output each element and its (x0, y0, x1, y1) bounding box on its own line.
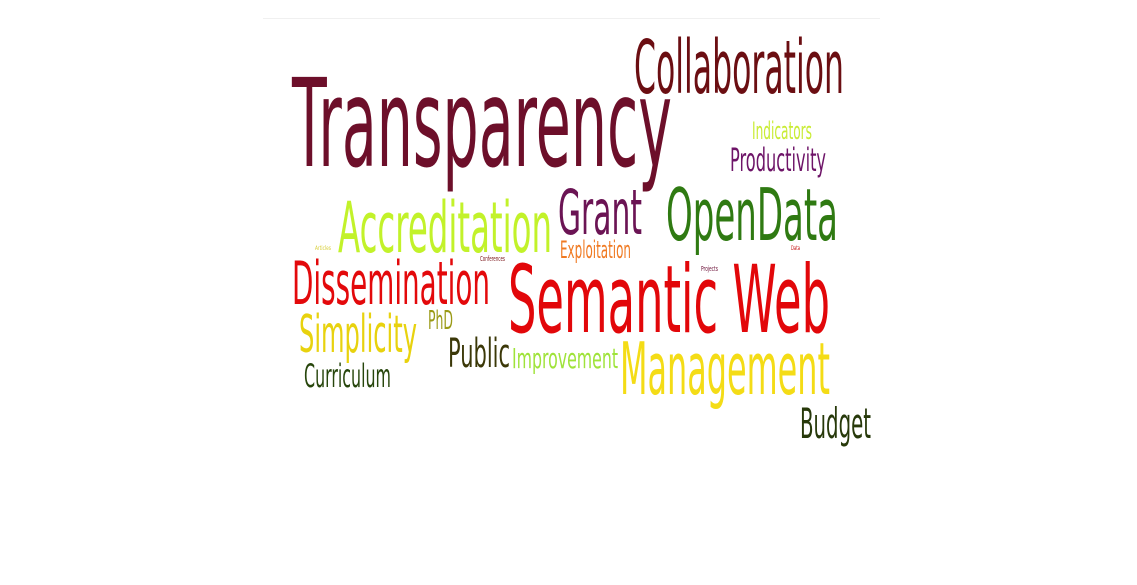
top-divider (263, 18, 880, 19)
cloud-word-phd: PhD (428, 306, 453, 336)
cloud-word-projects: Projects (701, 265, 718, 273)
cloud-word-budget: Budget (800, 399, 871, 448)
cloud-word-transparency: Transparency (292, 53, 672, 195)
cloud-word-accreditation: Accreditation (338, 187, 552, 269)
cloud-word-indicators: Indicators (752, 117, 812, 145)
cloud-word-curriculum: Curriculum (304, 357, 391, 395)
cloud-word-collaboration: Collaboration (634, 25, 844, 111)
cloud-word-dissemination: Dissemination (292, 249, 490, 319)
cloud-word-management: Management (620, 327, 830, 411)
cloud-word-articles: Articles (315, 245, 331, 252)
cloud-word-improvement: Improvement (512, 342, 618, 375)
cloud-word-simplicity: Simplicity (299, 305, 417, 365)
cloud-word-productivity: Productivity (730, 141, 826, 179)
cloud-word-data: Data (791, 245, 800, 252)
cloud-word-grant: Grant (558, 176, 642, 249)
cloud-word-opendata: OpenData (666, 173, 838, 257)
cloud-word-public: Public (448, 331, 510, 377)
cloud-word-semantic-web: Semantic Web (508, 246, 830, 355)
cloud-word-conferences: Conferences (480, 255, 505, 263)
cloud-word-exploitation: Exploitation (560, 236, 631, 264)
